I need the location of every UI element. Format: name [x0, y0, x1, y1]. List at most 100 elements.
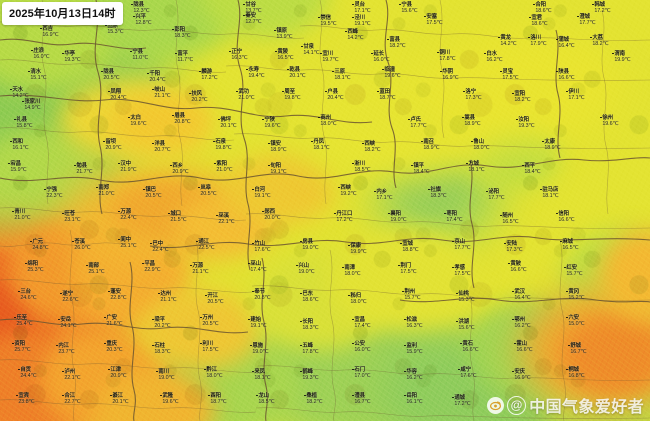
- station-label: 南部 25.1℃: [86, 263, 105, 276]
- station-label: 西峡 18.2℃: [362, 141, 381, 154]
- station-marker-dot: [214, 162, 216, 165]
- station-label: 临潼 19.6℃: [382, 67, 401, 80]
- station-name: 利川: [202, 341, 213, 347]
- station-temperature: 17.6℃: [460, 372, 477, 379]
- station-name: 安岳: [60, 317, 71, 323]
- temp-blob-mid-n2: [430, 30, 620, 140]
- station-marker-dot: [352, 368, 354, 371]
- station-temperature: 23.8℃: [18, 398, 35, 405]
- station-temperature: 15.0℃: [568, 320, 585, 327]
- station-marker-dot: [304, 394, 306, 397]
- station-label: 荆州 15.7℃: [402, 289, 421, 302]
- station-label: 石泉 19.8℃: [213, 139, 232, 152]
- station-label: 鹤峰 19.3℃: [300, 369, 319, 382]
- station-label: 庄浪 16.0℃: [31, 48, 50, 61]
- station-temperature: 18.0℃: [473, 144, 490, 151]
- station-name: 西峡: [340, 185, 351, 191]
- station-label: 武隆 19.6℃: [160, 393, 179, 406]
- station-name: 礼县: [16, 117, 27, 123]
- station-marker-dot: [118, 210, 120, 213]
- station-label: 兴山 19.0℃: [296, 263, 315, 276]
- station-temperature: 18.5℃: [258, 398, 275, 405]
- station-marker-dot: [152, 88, 154, 91]
- station-marker-dot: [564, 266, 566, 269]
- station-label: 桐城 16.8℃: [566, 367, 585, 380]
- station-name: 通城: [454, 395, 465, 401]
- station-label: 自贡 24.4℃: [18, 367, 37, 380]
- station-label: 伊川 17.1℃: [566, 89, 585, 102]
- station-name: 灵宝: [502, 69, 513, 75]
- station-temperature: 17.5℃: [202, 346, 219, 353]
- station-marker-dot: [250, 344, 252, 347]
- station-marker-dot: [404, 370, 406, 373]
- station-name: 泌阳: [488, 189, 499, 195]
- station-temperature: 19.6℃: [264, 122, 281, 129]
- station-marker-dot: [189, 92, 191, 95]
- station-temperature: 17.5℃: [426, 19, 443, 26]
- station-name: 旬阳: [270, 163, 281, 169]
- station-name: 南召: [423, 139, 434, 145]
- station-name: 监利: [406, 343, 417, 349]
- station-label: 渭南 19.9℃: [612, 51, 631, 64]
- station-temperature: 19.0℃: [298, 268, 315, 275]
- station-name: 綦江: [112, 393, 123, 399]
- station-name: 凤翔: [110, 89, 121, 95]
- station-label: 兴平 12.8℃: [133, 14, 152, 27]
- station-label: 嵩县 18.9℃: [462, 115, 481, 128]
- station-temperature: 16.5℃: [502, 218, 519, 225]
- station-marker-dot: [296, 264, 298, 267]
- station-label: 龙山 18.5℃: [256, 393, 275, 406]
- station-label: 建始 19.1℃: [248, 317, 267, 330]
- station-label: 勉县 21.7℃: [74, 163, 93, 176]
- station-name: 嵩县: [464, 115, 475, 121]
- station-name: 蓬安: [110, 289, 121, 295]
- station-temperature: 17.8℃: [439, 55, 456, 62]
- station-label: 佛坪 20.1℃: [218, 117, 237, 130]
- station-temperature: 26.0℃: [74, 244, 91, 251]
- station-marker-dot: [72, 240, 74, 243]
- station-temperature: 19.8℃: [284, 94, 301, 101]
- station-name: 宜君: [531, 15, 542, 21]
- station-marker-dot: [320, 52, 322, 55]
- station-temperature: 18.2℃: [306, 398, 323, 405]
- station-marker-dot: [352, 16, 354, 19]
- station-name: 阆中: [120, 237, 131, 243]
- station-marker-dot: [60, 292, 62, 295]
- station-label: 三台 24.6℃: [18, 289, 37, 302]
- station-name: 竹山: [254, 241, 265, 247]
- station-marker-dot: [287, 68, 289, 71]
- station-marker-dot: [300, 240, 302, 243]
- station-label: 重庆 20.3℃: [104, 341, 123, 354]
- station-label: 宁陕 19.6℃: [262, 117, 281, 130]
- station-temperature: 22.7℃: [64, 398, 81, 405]
- station-name: 宜宾: [18, 393, 29, 399]
- station-label: 崇信 19.5℃: [318, 15, 337, 28]
- station-name: 襄阳: [390, 211, 401, 217]
- station-marker-dot: [387, 38, 389, 41]
- station-name: 华阴: [442, 69, 453, 75]
- station-temperature: 14.2℃: [500, 40, 517, 47]
- station-name: 开江: [207, 293, 218, 299]
- station-label: 彭阳 18.3℃: [172, 27, 191, 40]
- station-marker-dot: [147, 72, 149, 75]
- station-marker-dot: [456, 292, 458, 295]
- station-label: 武汉 16.4℃: [512, 289, 531, 302]
- station-marker-dot: [108, 290, 110, 293]
- station-name: 白河: [254, 187, 265, 193]
- station-marker-dot: [248, 262, 250, 265]
- station-label: 张家川 14.9℃: [22, 99, 41, 112]
- station-label: 舒城 16.7℃: [568, 343, 587, 356]
- station-marker-dot: [268, 142, 270, 145]
- station-name: 合阳: [535, 2, 546, 8]
- station-temperature: 20.2℃: [191, 96, 208, 103]
- station-marker-dot: [198, 186, 200, 189]
- station-marker-dot: [282, 90, 284, 93]
- station-temperature: 20.8℃: [174, 118, 191, 125]
- station-name: 黄龙: [500, 35, 511, 41]
- station-marker-dot: [352, 318, 354, 321]
- station-marker-dot: [152, 344, 154, 347]
- station-label: 红安 15.7℃: [564, 265, 583, 278]
